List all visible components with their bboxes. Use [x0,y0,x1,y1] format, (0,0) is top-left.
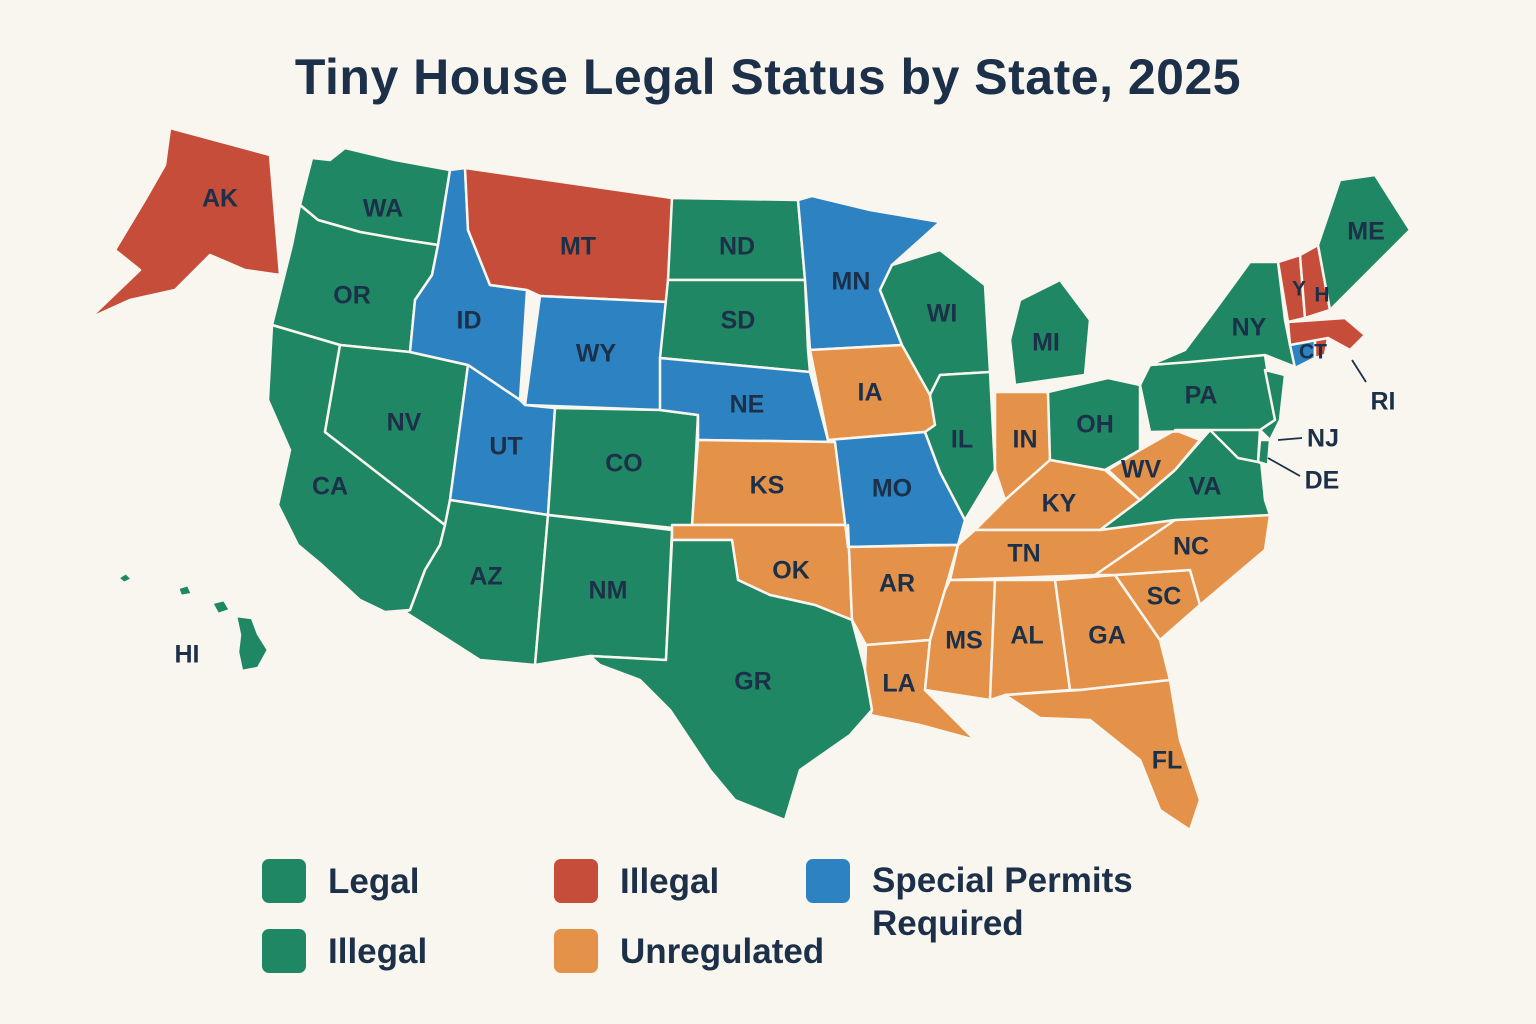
state-label-wi: WI [927,300,958,328]
state-label-fl: FL [1152,747,1183,775]
state-label-mo: MO [872,475,912,503]
state-sd [658,278,812,374]
state-label-ks: KS [750,472,785,500]
legend-item-legal: Legal [262,859,419,903]
state-label-wa: WA [363,195,403,223]
state-label-co: CO [605,450,643,478]
legend-label: Illegal [328,931,428,971]
map-title: Tiny House Legal Status by State, 2025 [294,49,1242,105]
state-label-nh: H [1314,284,1329,307]
state-label-in: IN [1013,426,1038,454]
state-label-nj: NJ [1307,425,1339,453]
state-label-ct: CT [1299,341,1327,364]
legend-item-illegal-green: Illegal [262,929,427,973]
state-label-wv: WV [1121,456,1162,484]
state-fl [1003,678,1202,832]
state-hi [116,571,270,673]
legend-item-unregulated: Unregulated [554,929,824,973]
state-label-ok: OK [772,557,810,585]
state-ak [88,126,282,320]
state-label-oh: OH [1076,411,1114,439]
state-ma [1286,316,1367,352]
leader-line-nj [1277,437,1303,441]
state-label-ga: GA [1088,622,1126,650]
legend-swatch [554,859,598,903]
state-wv [1106,428,1202,502]
state-label-ar: AR [879,570,915,598]
legend-label: Unregulated [620,931,825,971]
legend-item-illegal: Illegal [554,859,719,903]
state-label-me: ME [1347,218,1385,246]
state-label-la: LA [882,670,915,698]
state-label-va: VA [1189,473,1222,501]
state-tx [588,538,874,822]
state-md [1173,428,1262,464]
state-il [923,370,997,522]
state-label-ak: AK [202,185,238,213]
state-label-ms: MS [945,627,983,655]
legend-swatch [262,929,306,973]
legend-swatch [806,859,850,903]
state-label-de: DE [1305,467,1340,495]
state-label-nc: NC [1173,533,1209,561]
state-label-ny: NY [1232,314,1267,342]
state-label-hi: HI [175,641,200,669]
legend-item-special-permits: Special Permits Required [806,859,1162,945]
state-label-az: AZ [469,563,502,591]
leader-line-de [1267,457,1301,477]
state-label-mn: MN [832,268,871,296]
state-label-or: OR [333,282,371,310]
state-label-ne: NE [730,391,765,419]
state-label-wy: WY [576,340,617,368]
state-label-ia: IA [858,379,883,407]
state-label-ri: RI [1371,388,1396,416]
state-label-nv: NV [387,409,422,437]
state-label-id: ID [457,307,482,335]
legend-swatch [262,859,306,903]
state-label-mt: MT [560,233,596,261]
state-label-ca: CA [312,473,348,501]
state-label-ky: KY [1042,490,1077,518]
state-mi [1008,278,1092,387]
state-label-pa: PA [1185,382,1218,410]
state-label-nm: NM [589,577,628,605]
legend-swatch [554,929,598,973]
state-ny [1148,260,1300,370]
state-me [1316,173,1412,312]
state-label-tx: GR [734,668,772,696]
state-label-nd: ND [719,233,755,261]
state-label-sc: SC [1147,583,1182,611]
legend-label: Illegal [620,861,720,901]
state-label-mi: MI [1032,329,1060,357]
legend-label: Legal [328,861,420,901]
state-label-tn: TN [1007,540,1040,568]
state-label-ut: UT [489,433,522,461]
leader-line-ri [1351,359,1367,383]
state-label-sd: SD [721,307,756,335]
legend-label: Special Permits Required [872,861,1133,943]
state-label-al: AL [1010,622,1043,650]
state-label-vt: Y [1292,278,1306,301]
state-label-il: IL [951,426,973,454]
